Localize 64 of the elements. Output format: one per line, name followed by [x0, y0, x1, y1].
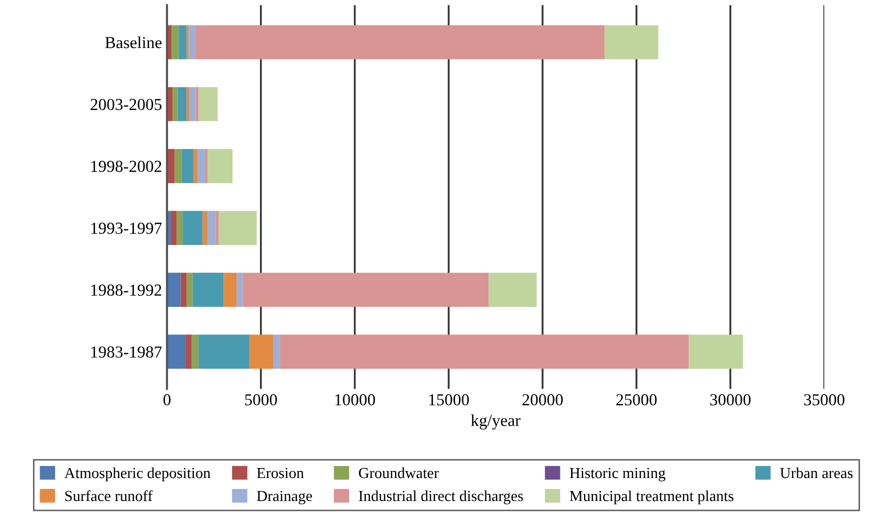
legend-label: Industrial direct discharges: [358, 490, 523, 504]
legend-label: Surface runoff: [65, 490, 153, 502]
bar: [166, 334, 186, 369]
x-axis-title: kg/year: [470, 414, 520, 430]
y-tick-label: 1988-1992: [91, 284, 162, 296]
bar: [216, 210, 219, 245]
bar: [172, 25, 179, 60]
bar: [604, 25, 658, 60]
legend-label: Erosion: [256, 468, 304, 478]
bar: [178, 25, 187, 60]
bar: [202, 210, 208, 245]
bar: [250, 334, 274, 369]
x-tick-label: 20000: [522, 394, 563, 406]
legend-label: Historic mining: [570, 468, 666, 482]
bar: [194, 149, 198, 184]
bar: [180, 272, 187, 307]
bar: [274, 334, 280, 369]
legend-label: Atmospheric deposition: [64, 467, 210, 482]
bar: [242, 272, 489, 307]
bar: [186, 272, 193, 307]
x-tick-label: 5000: [245, 394, 277, 406]
x-tick-label: 30000: [710, 394, 751, 406]
bar: [176, 210, 183, 245]
legend-label: Municipal treatment plants: [570, 490, 734, 504]
legend-label: Drainage: [256, 490, 312, 504]
bar: [182, 210, 203, 245]
legend-label: Groundwater: [358, 467, 439, 478]
bar: [488, 272, 537, 307]
bar: [280, 334, 689, 369]
bar: [192, 334, 199, 369]
bar: [190, 87, 196, 122]
bar: [174, 149, 182, 184]
x-tick-label: 35000: [804, 394, 844, 406]
y-tick-label: Baseline: [105, 36, 162, 48]
bar: [186, 334, 192, 369]
bar: [688, 334, 743, 369]
x-tick-label: 15000: [429, 394, 469, 406]
x-tick-label: 25000: [616, 394, 657, 406]
x-tick-label: 10000: [335, 394, 375, 406]
legend-label: Urban areas: [780, 467, 853, 478]
bar: [198, 87, 218, 122]
bar: [182, 149, 194, 184]
bar: [208, 210, 216, 245]
bar: [196, 87, 199, 122]
bar: [236, 272, 243, 307]
y-tick-label: 1993-1997: [91, 222, 162, 234]
x-tick-label: 0: [163, 394, 171, 406]
bar: [224, 272, 237, 307]
bar: [192, 272, 224, 307]
bar: [208, 149, 233, 184]
bar: [186, 87, 190, 122]
bar: [178, 87, 187, 122]
bar: [172, 87, 178, 122]
y-tick-label: 2003-2005: [90, 98, 162, 110]
bar: [166, 272, 181, 307]
bar: [204, 149, 208, 184]
y-tick-label: 1983-1987: [91, 346, 162, 358]
bar: [218, 210, 257, 245]
bar: [198, 149, 205, 184]
bar: [198, 334, 250, 369]
bar: [196, 25, 605, 60]
bar: [170, 210, 177, 245]
y-tick-label: 1998-2002: [91, 160, 162, 172]
bar: [188, 25, 196, 60]
